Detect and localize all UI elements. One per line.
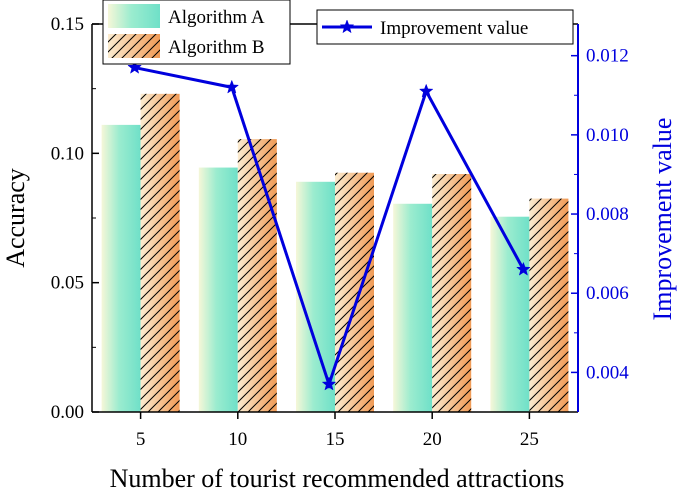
left-tick-label: 0.00 <box>51 402 84 423</box>
legend-label-algorithm-a: Algorithm A <box>168 7 265 28</box>
improvement-marker-5 <box>127 59 142 74</box>
bar-algorithm-a-20 <box>393 203 433 412</box>
improvement-marker-15 <box>321 376 337 391</box>
left-tick-label: 0.15 <box>51 14 84 35</box>
legend-marker-improvement <box>339 19 355 34</box>
bar-algorithm-a-5 <box>101 124 141 412</box>
line-layer <box>127 59 531 391</box>
left-axis-title: Accuracy <box>1 168 30 268</box>
right-axis-title: Improvement value <box>648 118 677 321</box>
bar-algorithm-b-hatch-15 <box>335 172 374 412</box>
improvement-marker-25 <box>516 261 531 276</box>
bar-algorithm-a-10 <box>198 167 238 412</box>
right-tick-label: 0.008 <box>586 204 629 225</box>
improvement-marker-20 <box>418 83 434 98</box>
right-tick-label: 0.006 <box>586 283 629 304</box>
x-tick-label: 5 <box>136 429 146 450</box>
x-tick-label: 20 <box>423 429 442 450</box>
x-tick-label: 10 <box>228 429 247 450</box>
bar-algorithm-b-hatch-20 <box>432 174 472 412</box>
right-tick-label: 0.004 <box>586 362 629 383</box>
legend-layer: Algorithm A Algorithm B Improvement value <box>102 0 574 65</box>
right-tick-label: 0.012 <box>586 46 629 67</box>
bar-algorithm-a-15 <box>296 181 335 412</box>
x-axis-title: Number of tourist recommended attraction… <box>110 464 565 493</box>
legend-swatch-algorithm-b-hatch <box>108 34 160 58</box>
right-tick-label: 0.010 <box>586 125 629 146</box>
bar-algorithm-b-hatch-5 <box>140 93 180 412</box>
legend-label-algorithm-b: Algorithm B <box>168 37 265 58</box>
x-tick-label: 15 <box>326 429 345 450</box>
bar-algorithm-b-hatch-25 <box>529 198 569 412</box>
bar-algorithm-a-25 <box>490 216 530 412</box>
axes-layer: 0.00 0.05 0.10 0.15 5 10 15 20 25 0.004 0.006 0.008… <box>1 14 677 493</box>
legend-swatch-algorithm-a <box>108 4 160 28</box>
bar-algorithm-b-hatch-10 <box>237 139 277 412</box>
legend-label-improvement: Improvement value <box>380 18 528 39</box>
x-tick-label: 25 <box>520 429 539 450</box>
left-tick-label: 0.05 <box>51 273 84 294</box>
improvement-marker-10 <box>224 79 240 94</box>
bars-layer <box>101 93 569 412</box>
left-tick-label: 0.10 <box>51 143 84 164</box>
